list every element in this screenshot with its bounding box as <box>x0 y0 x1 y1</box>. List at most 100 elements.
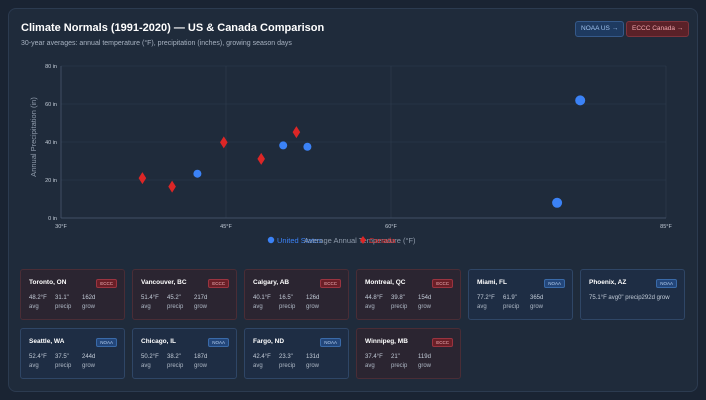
legend-canada-label[interactable]: Canada <box>369 236 396 245</box>
city-card[interactable]: Phoenix, AZ NOAA 75.1°F avg0" precip292d g… <box>580 269 685 320</box>
source-badge: NOAA <box>544 279 565 288</box>
temp-stat-value: 44.8°F <box>365 295 383 301</box>
grow-stat-unit: grow <box>530 304 544 310</box>
legend-us-label[interactable]: United States <box>277 236 322 245</box>
city-card[interactable]: Chicago, IL NOAA 50.2°F avg 38.2" precip 187d g… <box>132 328 237 379</box>
temp-stat: 77.2°F avg <box>477 295 495 310</box>
temp-stat: 48.2°F avg <box>29 295 47 310</box>
precip-stat: 38.2" precip <box>167 354 183 369</box>
city-card[interactable]: Fargo, ND NOAA 42.4°F avg 23.3" precip 131d gro… <box>244 328 349 379</box>
grow-stat-unit: grow <box>82 304 96 310</box>
temp-stat-value: 52.4°F <box>29 354 47 360</box>
grow-stat-unit: grow <box>82 363 96 369</box>
canada-city-point[interactable] <box>168 180 176 193</box>
chart-grid <box>60 65 667 219</box>
city-card[interactable]: Calgary, AB ECCC 40.1°F avg 16.5" precip 126d g… <box>244 269 349 320</box>
precip-stat-value: 45.2" <box>167 295 181 301</box>
source-badge: ECCC <box>320 279 341 288</box>
noaa-us-button[interactable]: NOAA US → <box>575 21 625 37</box>
city-card[interactable]: Montreal, QC ECCC 44.8°F avg 39.8" precip 154d… <box>356 269 461 320</box>
city-card[interactable]: Miami, FL NOAA 77.2°F avg 61.9" precip 365d gro… <box>468 269 573 320</box>
city-card[interactable]: Seattle, WA NOAA 52.4°F avg 37.5" precip 244d g… <box>20 328 125 379</box>
grow-stat-value: 119d <box>418 354 431 360</box>
city-name: Vancouver, BC <box>141 279 187 286</box>
grow-stat-unit: grow <box>194 363 208 369</box>
legend-canada-marker <box>360 236 366 244</box>
precip-stat: 21" precip <box>391 354 407 369</box>
temp-stat-unit: avg <box>29 304 39 310</box>
grow-stat-value: 187d <box>194 354 208 360</box>
source-badge: NOAA <box>208 338 229 347</box>
us-city-point[interactable] <box>303 142 312 151</box>
x-tick-label: 85°F <box>660 224 672 230</box>
precip-stat-value: 38.2" <box>167 354 181 360</box>
source-badge: NOAA <box>96 338 117 347</box>
us-city-point[interactable] <box>193 169 202 178</box>
chart-axes: 0 in 20 in 40 in 60 in 80 in 30°F 45°F 60°F 85°F <box>45 64 672 230</box>
grow-stat: 217d grow <box>194 295 207 310</box>
precip-stat-unit: precip <box>55 363 72 369</box>
precip-stat: 37.5" precip <box>55 354 71 369</box>
grow-stat-unit: grow <box>418 304 432 310</box>
x-tick-label: 45°F <box>220 224 232 230</box>
grow-stat-value: 365d <box>530 295 544 301</box>
grow-stat: 126d grow <box>306 295 319 310</box>
canada-city-point[interactable] <box>138 172 147 185</box>
canada-city-point[interactable] <box>220 136 228 149</box>
y-tick-label: 20 in <box>45 178 57 184</box>
temp-stat-unit: avg <box>365 363 375 369</box>
grow-stat-unit: grow <box>306 304 320 310</box>
us-city-point[interactable] <box>279 141 288 150</box>
temp-stat-unit: avg <box>253 304 263 310</box>
city-name: Seattle, WA <box>29 338 65 345</box>
grow-stat-value: 244d <box>82 354 96 360</box>
chart-points <box>138 95 586 208</box>
city-card[interactable]: Vancouver, BC ECCC 51.4°F avg 45.2" precip 217… <box>132 269 237 320</box>
precip-stat-value: 37.5" <box>55 354 69 360</box>
grow-stat-unit: grow <box>194 304 208 310</box>
grow-stat-unit: grow <box>306 363 320 369</box>
source-badge: NOAA <box>656 279 677 288</box>
city-name: Miami, FL <box>477 279 507 286</box>
city-name: Montreal, QC <box>365 279 406 286</box>
chart-legend[interactable]: United States Average Annual Temperature… <box>267 236 416 245</box>
canada-city-point[interactable] <box>257 152 265 165</box>
grow-stat: 154d grow <box>418 295 431 310</box>
temp-stat-unit: avg <box>141 304 151 310</box>
precip-stat: 31.1" precip <box>55 295 71 310</box>
city-name: Winnipeg, MB <box>365 338 408 345</box>
grow-stat: 162d grow <box>82 295 95 310</box>
grow-stat-value: 131d <box>306 354 320 360</box>
legend-us-marker <box>267 236 275 244</box>
y-tick-label: 40 in <box>45 140 57 146</box>
city-card[interactable]: Toronto, ON ECCC 48.2°F avg 31.1" precip 162d g… <box>20 269 125 320</box>
grow-stat-value: 217d <box>194 295 208 301</box>
source-badge: ECCC <box>432 338 453 347</box>
canada-city-point[interactable] <box>292 126 301 139</box>
y-axis-label: Annual Precipitation (in) <box>29 97 38 177</box>
eccc-canada-button[interactable]: ECCC Canada → <box>626 21 690 37</box>
us-city-point[interactable] <box>552 197 563 208</box>
page-title: Climate Normals (1991-2020) — US & Canad… <box>21 22 325 34</box>
grow-stat: 187d grow <box>194 354 207 369</box>
us-city-point[interactable] <box>575 95 586 106</box>
temp-stat-value: 51.4°F <box>141 295 159 301</box>
temp-stat: 50.2°F avg <box>141 354 159 369</box>
y-tick-label: 0 in <box>48 216 57 222</box>
x-tick-label: 30°F <box>55 224 67 230</box>
grow-stat-value: 126d <box>306 295 320 301</box>
temp-stat-unit: avg <box>365 304 375 310</box>
temp-stat: 44.8°F avg <box>365 295 383 310</box>
source-badge: NOAA <box>320 338 341 347</box>
precip-stat-unit: precip <box>279 363 296 369</box>
city-stats: 75.1°F avg0" precip292d grow <box>589 295 670 301</box>
y-tick-label: 60 in <box>45 102 57 108</box>
page-subtitle: 30-year averages: annual temperature (°F… <box>21 40 292 47</box>
grow-stat-unit: grow <box>418 363 432 369</box>
temp-stat-value: 40.1°F <box>253 295 271 301</box>
grow-stat: 119d grow <box>418 354 431 369</box>
temp-stat: 51.4°F avg <box>141 295 159 310</box>
city-card[interactable]: Winnipeg, MB ECCC 37.4°F avg 21" precip 119d gr… <box>356 328 461 379</box>
source-badge: ECCC <box>96 279 117 288</box>
